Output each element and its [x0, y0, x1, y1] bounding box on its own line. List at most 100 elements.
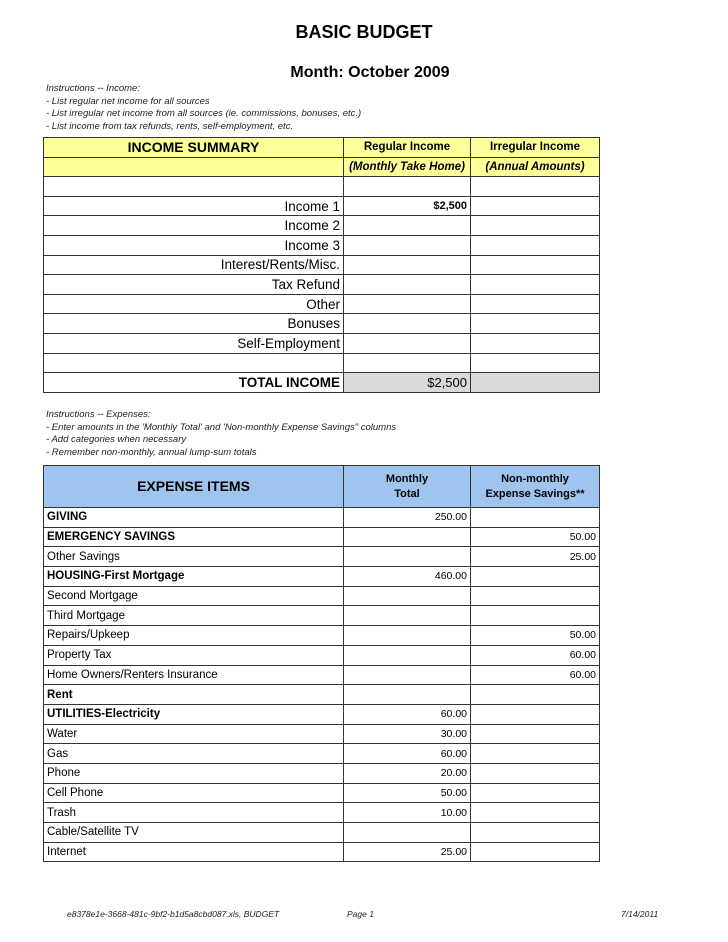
monthly-total-cell[interactable]: 460.00 — [343, 566, 471, 587]
monthly-total-cell[interactable] — [343, 585, 471, 607]
expense-instructions: Instructions -- Expenses: - Enter amount… — [46, 409, 396, 460]
instruction-line: - Remember non-monthly, annual lump-sum … — [46, 447, 257, 459]
irregular-income-cell[interactable] — [470, 274, 600, 295]
expense-row: Water 30.00 — [43, 723, 600, 745]
income-row: Interest/Rents/Misc. — [43, 254, 600, 276]
monthly-total-cell[interactable] — [343, 625, 471, 646]
nonmonthly-savings-cell[interactable] — [470, 723, 600, 745]
expense-label: Property Tax — [43, 644, 344, 666]
instruction-line: - List irregular net income from all sou… — [46, 108, 362, 120]
instruction-line: - Enter amounts in the 'Monthly Total' a… — [46, 421, 397, 433]
expense-row: Phone 20.00 — [43, 762, 600, 784]
nonmonthly-savings-cell[interactable] — [470, 762, 600, 784]
expense-row: Gas 60.00 — [43, 743, 600, 764]
income-summary-table: INCOME SUMMARY Regular Income Irregular In… — [43, 137, 600, 393]
monthly-total-cell[interactable] — [343, 546, 471, 568]
instruction-line: Instructions -- Income: — [46, 83, 140, 94]
regular-income-header: Regular Income — [343, 137, 471, 158]
regular-income-cell[interactable] — [343, 215, 471, 236]
nonmonthly-savings-cell[interactable] — [470, 841, 600, 863]
income-row: Bonuses — [43, 313, 600, 334]
income-row: Other — [43, 293, 600, 315]
footer-page: Page 1 — [347, 909, 374, 919]
monthly-total-cell[interactable]: 250.00 — [343, 507, 471, 528]
expense-label: Third Mortgage — [43, 605, 344, 627]
irregular-income-subheader: (Annual Amounts) — [470, 156, 600, 178]
expense-label: Cable/Satellite TV — [43, 822, 344, 843]
total-regular-income[interactable]: $2,500 — [343, 372, 471, 393]
nonmonthly-savings-cell[interactable]: 50.00 — [470, 625, 600, 646]
expense-row: HOUSING-First Mortgage 460.00 — [43, 566, 600, 587]
nonmonthly-savings-cell[interactable] — [470, 507, 600, 528]
monthly-total-cell[interactable]: 20.00 — [343, 762, 471, 784]
monthly-total-cell[interactable] — [343, 684, 471, 705]
regular-income-cell[interactable] — [343, 254, 471, 276]
irregular-income-cell[interactable] — [470, 313, 600, 334]
expense-label: Phone — [43, 762, 344, 784]
expense-label: Other Savings — [43, 546, 344, 568]
income-instructions: Instructions -- Income: - List regular n… — [46, 83, 361, 134]
instruction-line: - Add categories when necessary — [46, 434, 187, 446]
monthly-total-cell[interactable] — [343, 605, 471, 627]
nonmonthly-savings-cell[interactable] — [470, 822, 600, 843]
nonmonthly-savings-cell[interactable] — [470, 782, 600, 804]
regular-income-cell[interactable] — [343, 293, 471, 315]
irregular-income-cell[interactable] — [470, 293, 600, 315]
income-label: Income 2 — [43, 215, 344, 236]
monthly-total-cell[interactable]: 60.00 — [343, 703, 471, 725]
nonmonthly-savings-cell[interactable]: 60.00 — [470, 664, 600, 686]
irregular-income-cell[interactable] — [470, 234, 600, 256]
monthly-total-cell[interactable]: 50.00 — [343, 782, 471, 804]
monthly-total-cell[interactable] — [343, 822, 471, 843]
irregular-income-cell[interactable] — [470, 332, 600, 354]
regular-income-cell[interactable] — [343, 274, 471, 295]
expense-row: Internet 25.00 — [43, 841, 600, 863]
income-label: Income 3 — [43, 234, 344, 256]
income-summary-header: INCOME SUMMARY — [43, 137, 344, 158]
monthly-total-cell[interactable]: 30.00 — [343, 723, 471, 745]
footer-filename: e8378e1e-3668-481c-9bf2-b1d5a8cbd087.xls… — [67, 909, 280, 919]
expense-row: EMERGENCY SAVINGS 50.00 — [43, 526, 600, 548]
monthly-total-cell[interactable]: 25.00 — [343, 841, 471, 863]
monthly-total-cell[interactable]: 10.00 — [343, 802, 471, 823]
monthly-total-cell[interactable] — [343, 644, 471, 666]
regular-income-cell[interactable] — [343, 234, 471, 256]
nonmonthly-savings-cell[interactable]: 60.00 — [470, 644, 600, 666]
regular-income-subheader: (Monthly Take Home) — [343, 156, 471, 178]
regular-income-cell[interactable]: $2,500 — [343, 195, 471, 217]
expense-row: Home Owners/Renters Insurance 60.00 — [43, 664, 600, 686]
irregular-income-cell[interactable] — [470, 215, 600, 236]
income-label: Tax Refund — [43, 274, 344, 295]
monthly-total-cell[interactable] — [343, 664, 471, 686]
income-row: Income 1 $2,500 — [43, 195, 600, 217]
expense-label: Gas — [43, 743, 344, 764]
irregular-income-cell[interactable] — [470, 254, 600, 276]
nonmonthly-savings-cell[interactable] — [470, 585, 600, 607]
irregular-income-cell[interactable] — [470, 195, 600, 217]
nonmonthly-savings-cell[interactable] — [470, 605, 600, 627]
expense-label: Home Owners/Renters Insurance — [43, 664, 344, 686]
monthly-total-cell[interactable]: 60.00 — [343, 743, 471, 764]
nonmonthly-savings-cell[interactable] — [470, 566, 600, 587]
monthly-total-cell[interactable] — [343, 526, 471, 548]
header-line: Expense Savings** — [485, 487, 585, 500]
nonmonthly-savings-cell[interactable] — [470, 802, 600, 823]
nonmonthly-savings-cell[interactable]: 25.00 — [470, 546, 600, 568]
nonmonthly-savings-cell[interactable] — [470, 743, 600, 764]
income-label: Other — [43, 293, 344, 315]
regular-income-cell[interactable] — [343, 332, 471, 354]
blank-row — [43, 176, 600, 197]
page-title: BASIC BUDGET — [295, 22, 433, 42]
regular-income-cell[interactable] — [343, 313, 471, 334]
expense-items-header: EXPENSE ITEMS — [43, 465, 344, 508]
nonmonthly-savings-cell[interactable] — [470, 684, 600, 705]
nonmonthly-savings-cell[interactable] — [470, 703, 600, 725]
month-heading: Month: October 2009 — [290, 64, 450, 81]
total-irregular-income[interactable] — [470, 372, 600, 393]
total-income-row: TOTAL INCOME $2,500 — [43, 372, 600, 393]
expense-label: Cell Phone — [43, 782, 344, 804]
nonmonthly-savings-header: Non-monthly Expense Savings** — [470, 465, 600, 508]
nonmonthly-savings-cell[interactable]: 50.00 — [470, 526, 600, 548]
expense-label: Internet — [43, 841, 344, 863]
income-row: Tax Refund — [43, 274, 600, 295]
